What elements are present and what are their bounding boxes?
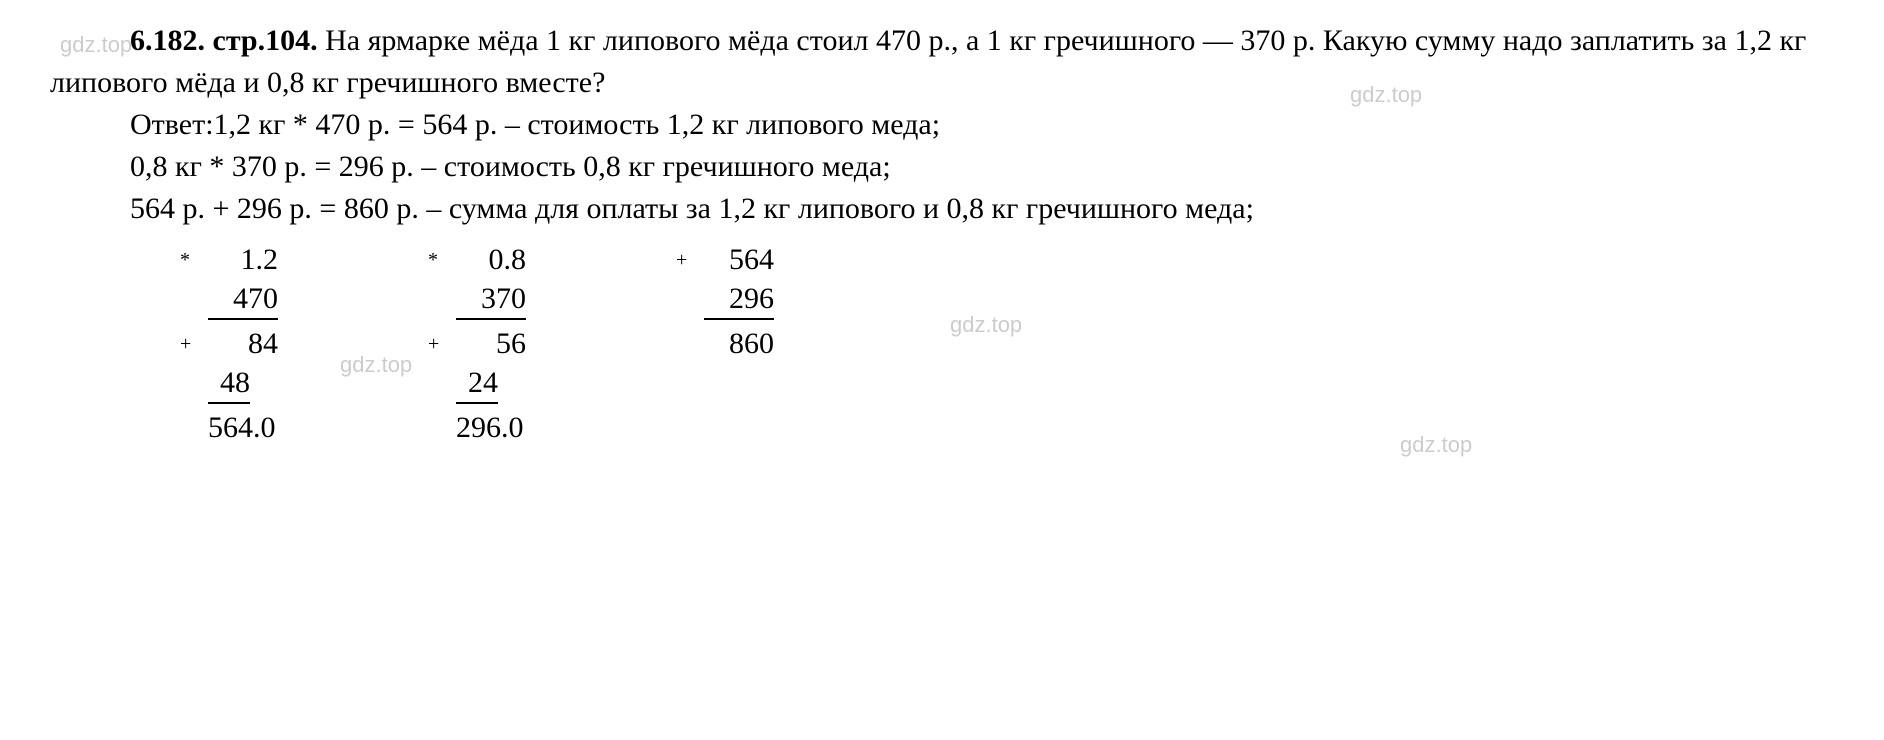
problem-paragraph: 6.182. стр.104. На ярмарке мёда 1 кг лип…: [50, 20, 1834, 104]
plus-op: +: [676, 247, 696, 273]
calc-value: 296: [704, 279, 774, 320]
watermark: gdz.top: [1350, 80, 1422, 111]
calc-value: 470: [208, 279, 278, 320]
multiply-op: *: [428, 247, 448, 273]
problem-heading: 6.182. стр.104.: [130, 24, 318, 57]
answer-line-1: Ответ:1,2 кг * 470 р. = 564 р. – стоимос…: [50, 104, 1834, 146]
answer-line-3: 564 р. + 296 р. = 860 р. – сумма для опл…: [50, 188, 1834, 230]
calc-result: 296.0: [456, 408, 526, 447]
calc-value: 24: [456, 363, 498, 404]
watermark: gdz.top: [1400, 430, 1472, 461]
answer-line-2: 0,8 кг * 370 р. = 296 р. – стоимость 0,8…: [50, 146, 1834, 188]
watermark: gdz.top: [340, 350, 412, 381]
watermark: gdz.top: [60, 30, 132, 61]
calc-value: 564: [704, 240, 774, 279]
watermark: gdz.top: [950, 310, 1022, 341]
calc-value: 370: [456, 279, 526, 320]
calc-value: 48: [208, 363, 250, 404]
calc-value: 56: [456, 324, 526, 363]
calc-value: 0.8: [456, 240, 526, 279]
calc-value: 1.2: [208, 240, 278, 279]
calc-value: 84: [208, 324, 278, 363]
plus-op: +: [180, 331, 200, 357]
plus-op: +: [428, 331, 448, 357]
calc-column-1: * 1.2 470 +84 48 564.0: [180, 240, 278, 447]
calc-column-2: * 0.8 370 +56 24 296.0: [428, 240, 526, 447]
calc-column-3: +564 296 860: [676, 240, 774, 363]
calc-result: 564.0: [208, 408, 278, 447]
multiply-op: *: [180, 247, 200, 273]
calculation-columns: * 1.2 470 +84 48 564.0 * 0.8 370 +56 24 29…: [180, 240, 1834, 447]
calc-result: 860: [704, 324, 774, 363]
